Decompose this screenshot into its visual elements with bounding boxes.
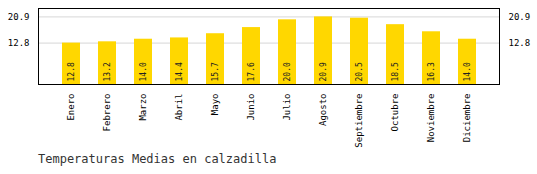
svg-text:14.0: 14.0 bbox=[463, 62, 472, 81]
svg-text:17.6: 17.6 bbox=[247, 62, 256, 81]
svg-text:Marzo: Marzo bbox=[138, 94, 148, 121]
svg-text:16.3: 16.3 bbox=[427, 62, 436, 81]
svg-text:Diciembre: Diciembre bbox=[462, 94, 472, 143]
svg-text:Febrero: Febrero bbox=[102, 94, 112, 132]
svg-text:Mayo: Mayo bbox=[210, 94, 220, 116]
svg-text:Junio: Junio bbox=[246, 94, 256, 121]
svg-text:Enero: Enero bbox=[66, 94, 76, 121]
svg-text:20.9: 20.9 bbox=[8, 12, 30, 22]
svg-text:14.4: 14.4 bbox=[175, 62, 184, 81]
svg-text:12.8: 12.8 bbox=[509, 38, 531, 48]
svg-text:18.5: 18.5 bbox=[391, 62, 400, 81]
svg-text:20.9: 20.9 bbox=[509, 12, 531, 22]
svg-text:13.2: 13.2 bbox=[103, 62, 112, 81]
svg-text:15.7: 15.7 bbox=[211, 62, 220, 81]
svg-text:20.0: 20.0 bbox=[283, 62, 292, 81]
svg-text:20.5: 20.5 bbox=[355, 62, 364, 81]
svg-text:Noviembre: Noviembre bbox=[426, 94, 436, 143]
svg-text:20.9: 20.9 bbox=[319, 62, 328, 81]
svg-text:Abril: Abril bbox=[174, 94, 184, 121]
html-text:Temperaturas Medias en calzadi: Temperaturas Medias en calzadilla bbox=[38, 152, 277, 166]
svg-text:14.0: 14.0 bbox=[139, 62, 148, 81]
svg-text:12.8: 12.8 bbox=[67, 62, 76, 81]
svg-text:12.8: 12.8 bbox=[8, 38, 30, 48]
svg-text:Septiembre: Septiembre bbox=[354, 94, 364, 148]
svg-text:Octubre: Octubre bbox=[390, 94, 400, 132]
svg-text:Agosto: Agosto bbox=[318, 94, 328, 127]
svg-text:Julio: Julio bbox=[282, 94, 292, 121]
